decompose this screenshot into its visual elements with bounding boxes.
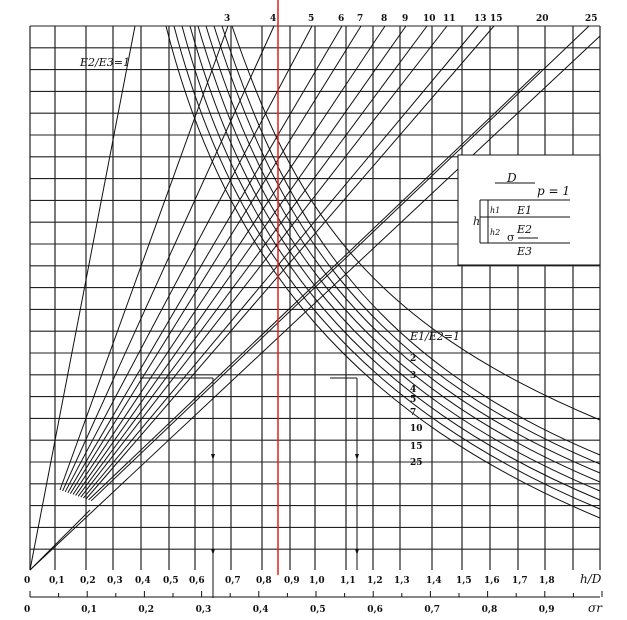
arrow-icon: [211, 454, 215, 460]
x-tick-label: 1,1: [340, 576, 356, 586]
e2e3-line-7: [69, 25, 362, 494]
x-tick-label: 1,0: [309, 576, 325, 586]
e2e3-line-5: [64, 25, 313, 493]
inset-h: h: [473, 215, 480, 228]
e1e2-curve: [181, 25, 601, 501]
e2e3-1-line: [29, 25, 136, 571]
sigma-tick-label: 0,4: [253, 605, 269, 615]
e1e2-curve: [165, 25, 601, 519]
e2e3-series-label: 7: [357, 14, 363, 24]
e2e3-series-label: 6: [338, 14, 344, 24]
inset-e2: E2: [516, 223, 532, 236]
e2e3-series-label: 3: [224, 14, 230, 24]
e1e2-series-label: 7: [410, 408, 416, 418]
sigma-tick-label: 0,1: [81, 605, 97, 615]
x-tick-label: 1,4: [426, 576, 442, 586]
diagonal-line: [29, 509, 91, 571]
e2e3-series-label: 11: [443, 14, 456, 24]
e1e2-curve: [221, 25, 601, 456]
inset-d: D: [506, 171, 517, 185]
e2e3-series-label: 25: [585, 14, 598, 24]
e2e3-line-8: [72, 25, 386, 495]
labels: 0 0,1 0,2 0,3 0,4 0,5 0,6 0,7 0,8 0,9 1,0 1,1 1,2 1,3…: [24, 14, 598, 615]
inset-frame: [457, 154, 601, 266]
e2e3-label: E2/E3=1: [79, 56, 130, 69]
sigma-tick-label: 0,5: [310, 605, 326, 615]
sigma-tick-label: 0,2: [138, 605, 154, 615]
x-tick-label: 1,6: [484, 576, 500, 586]
e2e3-line-9: [75, 25, 407, 496]
inset-h1: h1: [490, 206, 500, 215]
e2e3-series-label: 20: [536, 14, 549, 24]
inset-diagram: D p = 1 h h1 h2 E1 E2 σ E3: [457, 154, 601, 266]
curves: [29, 0, 601, 598]
x-tick-label: 0,1: [49, 576, 65, 586]
arrow-icon: [355, 549, 359, 555]
sigma-tick-label: 0,8: [482, 605, 498, 615]
x-axis-label: h/D: [580, 572, 602, 586]
e1e2-curve: [173, 25, 601, 510]
e2e3-line-11: [80, 25, 448, 498]
sigma-tick-label: 0,6: [367, 605, 383, 615]
x-tick-label: 0,4: [135, 576, 151, 586]
e1e2-series-label: 15: [410, 442, 423, 452]
inset-p: p = 1: [537, 184, 570, 198]
inset-sigma: σ: [507, 231, 515, 244]
arrow-icon: [355, 454, 359, 460]
sigma-tick-label: 0,3: [196, 605, 212, 615]
e2e3-series-label: 4: [270, 14, 276, 24]
e1e2-curve: [205, 25, 601, 474]
inset-e3: E3: [516, 245, 532, 258]
e1e2-series-label: 5: [410, 395, 416, 405]
e1e2-series-label: 10: [410, 424, 423, 434]
inset-h2: h2: [490, 228, 500, 237]
e2e3-series-label: 13: [474, 14, 487, 24]
e1e2-curve: [189, 25, 601, 492]
x-tick-label: 0,8: [256, 576, 272, 586]
e2e3-series-label: 9: [402, 14, 408, 24]
x-tick-label: 0: [24, 576, 30, 586]
e1e2-series-label: 25: [410, 458, 423, 468]
e1e2-curve: [197, 25, 601, 483]
x-tick-label: 1,2: [367, 576, 383, 586]
e1e2-curve: [213, 25, 601, 465]
x-tick-label: 1,8: [539, 576, 555, 586]
e2e3-line-3: [59, 25, 229, 491]
x-tick-label: 0,6: [189, 576, 205, 586]
e1e2-series-label: 3: [410, 371, 416, 381]
e2e3-series-label: 15: [490, 14, 503, 24]
x-tick-label: 0,9: [284, 576, 300, 586]
e2e3-series-label: 10: [423, 14, 436, 24]
x-tick-label: 0,2: [80, 576, 96, 586]
e1e2-label: E1/E2=1: [409, 330, 460, 343]
e2e3-line-13: [83, 25, 479, 499]
x-tick-label: 1,3: [394, 576, 410, 586]
x-tick-label: 0,7: [225, 576, 241, 586]
e2e3-line-25: [90, 25, 590, 502]
e1e2-series-label: 4: [410, 385, 416, 395]
e2e3-line-10: [77, 25, 428, 497]
e1e2-curve: [231, 25, 601, 421]
e2e3-series-label: 8: [381, 14, 387, 24]
e2e3-line-6: [67, 25, 343, 493]
diagonal-line: [29, 35, 601, 571]
sigma-axis-label: σr: [588, 601, 603, 615]
x-tick-label: 1,5: [456, 576, 472, 586]
x-tick-label: 0,5: [163, 576, 179, 586]
inset-e1: E1: [516, 204, 532, 217]
sigma-tick-label: 0: [24, 605, 30, 615]
arrow-icon: [211, 549, 215, 555]
e2e3-line-4: [62, 25, 275, 492]
sigma-tick-label: 0,7: [424, 605, 440, 615]
e2e3-line-15: [85, 25, 495, 500]
e1e2-series-label: 2: [410, 354, 416, 364]
x-tick-label: 1,7: [512, 576, 528, 586]
sigma-tick-label: 0,9: [539, 605, 555, 615]
x-tick-label: 0,3: [107, 576, 123, 586]
e2e3-series-label: 5: [308, 14, 314, 24]
